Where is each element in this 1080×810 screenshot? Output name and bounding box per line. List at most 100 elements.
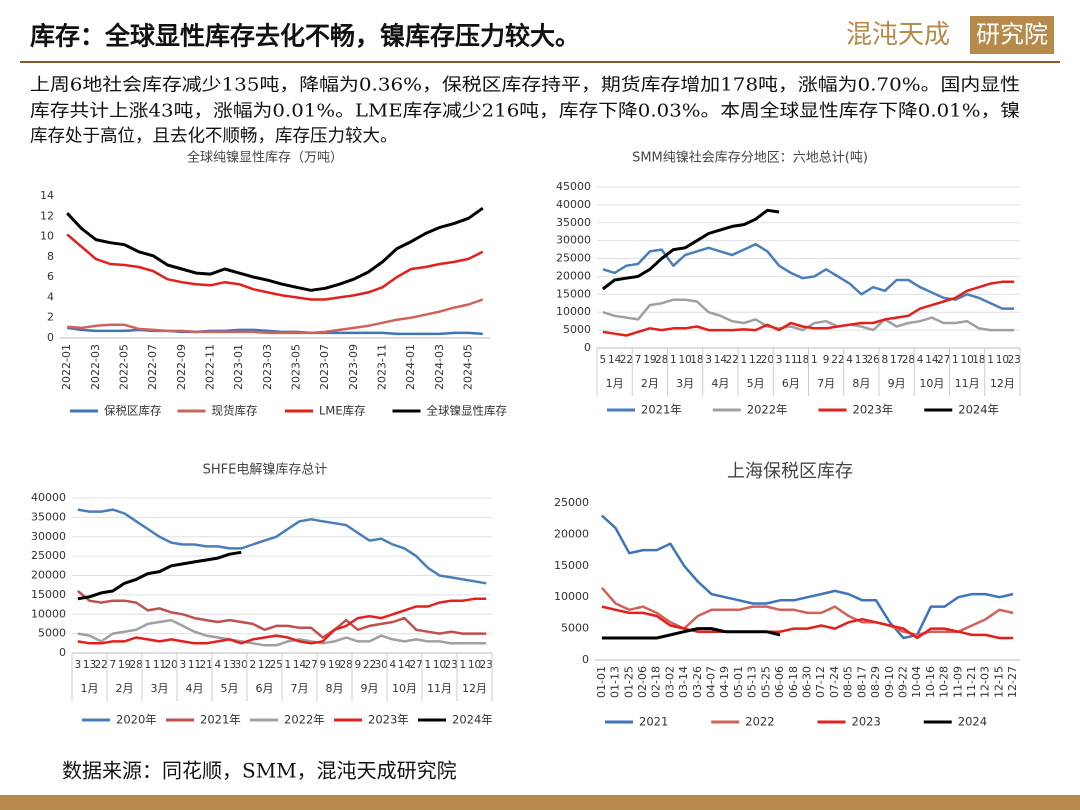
x-group-label: 4月 — [186, 682, 204, 695]
x-tick-label: 11-21 — [965, 666, 978, 698]
series-line — [77, 590, 487, 639]
x-tick-label: 13 — [83, 659, 96, 671]
x-tick-label: 5 — [600, 354, 607, 366]
series-line — [602, 242, 1015, 310]
x-tick-label: 07-12 — [814, 666, 827, 698]
x-tick-label: 22 — [94, 659, 107, 671]
y-tick-label: 15000 — [554, 559, 589, 572]
x-tick-label: 8 — [882, 354, 889, 366]
x-tick-label: 3 — [179, 659, 186, 671]
y-tick-label: 5000 — [38, 627, 66, 640]
x-tick-label: 1 — [952, 354, 959, 366]
x-tick-label: 2023-07 — [318, 344, 331, 390]
x-tick-label: 1 — [144, 659, 151, 671]
x-tick-label: 11-09 — [951, 666, 964, 698]
x-tick-label: 19 — [118, 659, 131, 671]
y-tick-label: 8 — [47, 250, 54, 263]
x-tick-label: 05-25 — [759, 666, 772, 698]
x-tick-label: 2023-11 — [376, 344, 389, 390]
series-line — [601, 208, 780, 291]
legend-label: 2021年 — [641, 403, 682, 417]
logo-box-text: 研究院 — [976, 21, 1048, 49]
x-tick-label: 3 — [74, 659, 81, 671]
legend-label: 2024 — [958, 715, 987, 729]
x-tick-label: 20 — [761, 354, 774, 366]
footer-band — [0, 795, 1080, 810]
x-tick-label: 14 — [925, 354, 939, 366]
x-tick-label: 13 — [855, 354, 868, 366]
x-group-label: 7月 — [291, 682, 309, 695]
x-tick-label: 14 — [398, 659, 412, 671]
summary-line: 上周6地社会库存减少135吨，降幅为0.36%，保税区库存持平，期货库存增加17… — [30, 76, 1020, 96]
x-tick-label: 9 — [354, 659, 361, 671]
x-tick-label: 2022-07 — [146, 344, 159, 390]
series-line — [66, 206, 484, 292]
series-line — [77, 618, 487, 647]
x-tick-label: 12 — [258, 659, 271, 671]
y-tick-label: 25000 — [556, 252, 591, 265]
series-line — [77, 597, 487, 645]
x-tick-label: 3 — [776, 354, 783, 366]
x-group-label: 6月 — [256, 682, 274, 695]
logo-box — [970, 16, 1054, 54]
x-tick-label: 1 — [459, 659, 466, 671]
summary-line: 库存共计上涨43吨，涨幅为0.01%。LME库存减少216吨，库存下降0.03%… — [30, 102, 1020, 122]
legend-label: 2022年 — [284, 713, 325, 727]
x-tick-label: 10 — [996, 354, 1009, 366]
y-tick-label: 4 — [47, 290, 54, 303]
legend-label: 2020年 — [116, 713, 157, 727]
y-tick-label: 20000 — [556, 269, 591, 282]
y-tick-label: 35000 — [31, 510, 66, 523]
x-tick-label: 12 — [749, 354, 762, 366]
x-tick-label: 1 — [424, 659, 431, 671]
x-tick-label: 01-01 — [595, 666, 608, 698]
x-tick-label: 28 — [902, 354, 915, 366]
series-line — [67, 326, 483, 336]
x-tick-label: 10-16 — [924, 666, 937, 698]
y-tick-label: 10000 — [554, 590, 589, 603]
legend-label: 现货库存 — [212, 404, 258, 418]
y-tick-label: 6 — [47, 270, 54, 283]
y-tick-label: 12 — [40, 209, 54, 222]
x-tick-label: 2 — [249, 659, 256, 671]
x-tick-label: 1 — [284, 659, 291, 671]
x-tick-label: 1 — [741, 354, 748, 366]
x-tick-label: 2023-05 — [290, 344, 303, 390]
series-line — [601, 514, 1014, 640]
x-group-label: 12月 — [990, 377, 1015, 390]
x-tick-label: 26 — [866, 354, 880, 366]
series-line — [77, 550, 242, 601]
x-tick-label: 23 — [1007, 354, 1020, 366]
x-tick-label: 28 — [655, 354, 668, 366]
legend-label: 2023 — [852, 715, 881, 729]
y-tick-label: 45000 — [556, 180, 591, 193]
x-group-label: 10月 — [392, 682, 417, 695]
x-tick-label: 22 — [725, 354, 738, 366]
x-tick-label: 03-14 — [677, 666, 690, 698]
x-tick-label: 2024-03 — [433, 344, 446, 390]
y-tick-label: 0 — [582, 653, 589, 666]
x-tick-label: 06-30 — [801, 666, 814, 698]
x-tick-label: 4 — [917, 354, 924, 366]
x-group-label: 3月 — [676, 377, 694, 390]
series-line — [601, 627, 781, 640]
x-tick-label: 08-29 — [869, 666, 882, 698]
x-tick-label: 2022-11 — [204, 344, 217, 390]
x-group-label: 7月 — [817, 377, 835, 390]
x-tick-label: 4 — [214, 659, 221, 671]
legend-label: 2023年 — [853, 403, 894, 417]
x-tick-label: 12-15 — [992, 666, 1005, 698]
y-tick-label: 10 — [40, 230, 54, 243]
source: 数据来源：同花顺，SMM，混沌天成研究院 — [62, 759, 457, 783]
x-tick-label: 10 — [960, 354, 973, 366]
x-tick-label: 4 — [846, 354, 853, 366]
x-group-label: 5月 — [221, 682, 239, 695]
x-group-label: 2月 — [641, 377, 659, 390]
x-tick-label: 10 — [468, 659, 481, 671]
x-tick-label: 22 — [620, 354, 633, 366]
x-group-label: 9月 — [888, 377, 906, 390]
x-tick-label: 12-03 — [979, 666, 992, 698]
x-tick-label: 23 — [444, 659, 457, 671]
x-group-label: 9月 — [361, 682, 379, 695]
